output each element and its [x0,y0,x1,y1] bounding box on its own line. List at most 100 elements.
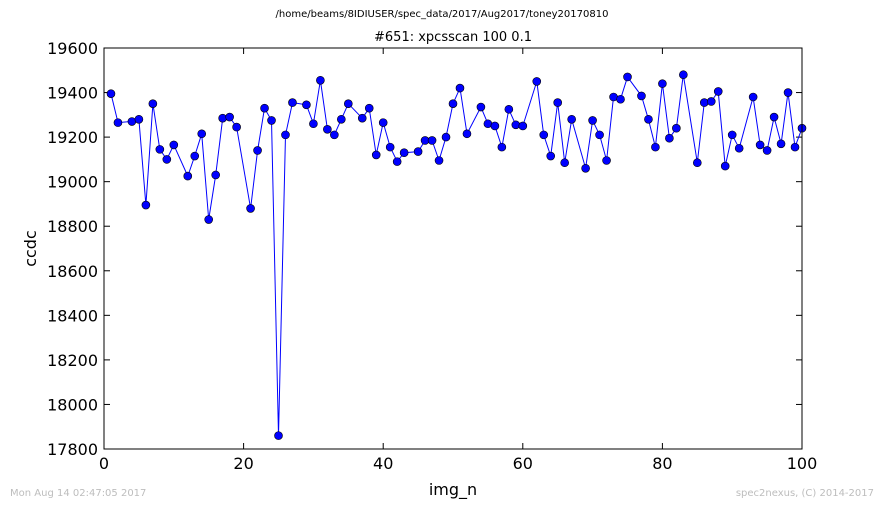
data-point [651,142,660,152]
data-point [497,142,507,152]
data-point [762,146,772,155]
data-point [267,116,276,125]
data-point [637,91,646,101]
data-point [546,151,556,161]
data-point [734,143,744,153]
data-point [281,130,290,140]
data-point [441,132,451,142]
data-point [518,121,528,131]
data-point [490,121,500,131]
data-point [183,171,193,181]
data-point [658,79,667,88]
plot-frame [103,47,803,450]
data-point [727,130,737,140]
data-point [190,151,200,161]
data-point [197,129,207,139]
data-point [623,72,632,82]
data-point [316,76,325,85]
data-point [274,431,283,440]
data-point [141,200,151,210]
y-tick-label: 18800 [47,217,98,236]
data-point [378,118,388,127]
data-point [706,97,716,106]
y-tick-label: 19000 [47,173,98,192]
y-tick-label: 19200 [47,128,98,147]
y-tick-label: 19600 [47,39,98,58]
data-point [302,100,311,110]
data-point [720,161,730,171]
data-point [211,170,220,180]
data-point [769,112,779,122]
x-axis-label: img_n [429,480,477,500]
data-point [434,156,444,165]
data-point [288,98,297,107]
data-point [539,130,549,140]
data-point [713,87,723,96]
data-point [511,120,521,130]
data-point [665,133,674,143]
y-tick-label: 18400 [47,306,98,325]
data-point [330,130,339,140]
y-tick-label: 18200 [47,351,98,370]
data-point [260,103,269,113]
data-point [113,118,123,127]
data-point [225,112,234,122]
data-point [699,98,709,107]
y-axis-label: ccdc [21,230,40,267]
data-point [560,158,569,168]
x-tick-label: 80 [652,454,672,473]
data-point [748,92,758,102]
data-point [385,142,395,152]
data-point [218,113,227,123]
chart-title: #651: xpcsscan 100 0.1 [374,30,532,45]
axis-ticks: 0 20 40 60 80 100 17800 18000 18200 18400 18600 188… [47,39,817,473]
data-point [581,164,590,173]
data-point [155,145,165,154]
data-point [337,114,346,124]
data-point [399,148,409,158]
data-point [462,129,472,139]
x-tick-label: 0 [99,454,109,473]
x-tick-label: 60 [513,454,533,473]
x-tick-label: 40 [373,454,393,473]
data-point [162,155,172,164]
data-point [232,122,241,132]
data-point [588,116,597,125]
data-point [148,99,158,108]
data-point [553,98,563,107]
data-point [323,125,332,134]
data-point [504,104,514,114]
data-point [644,114,653,124]
chart-suptitle-path: /home/beams/8IDIUSER/spec_data/2017/Aug2… [275,9,609,20]
data-point [392,157,402,166]
data-point [476,102,486,112]
data-point [595,130,604,140]
data-point [783,88,793,97]
data-point [343,99,353,108]
data-point [672,123,681,133]
data-point [246,204,255,213]
data-point [448,99,458,108]
data-point [309,119,318,129]
data-point [106,89,116,98]
y-tick-label: 19400 [47,84,98,103]
data-point [427,136,437,145]
data-point [455,83,465,93]
y-tick-label: 18000 [47,395,98,414]
data-point [776,139,786,149]
footer-credit: spec2nexus, (C) 2014-2017 [735,488,874,499]
y-tick-label: 17800 [47,440,98,459]
data-point [134,114,144,124]
data-point [692,158,702,168]
x-tick-label: 20 [233,454,253,473]
data-point [602,156,611,165]
data-point [371,150,381,160]
data-point [567,114,576,124]
footer-timestamp: Mon Aug 14 02:47:05 2017 [10,488,147,499]
data-point [204,215,213,224]
data-point [253,146,262,155]
data-point [616,94,625,104]
data-point [755,140,765,150]
data-point [790,142,800,152]
